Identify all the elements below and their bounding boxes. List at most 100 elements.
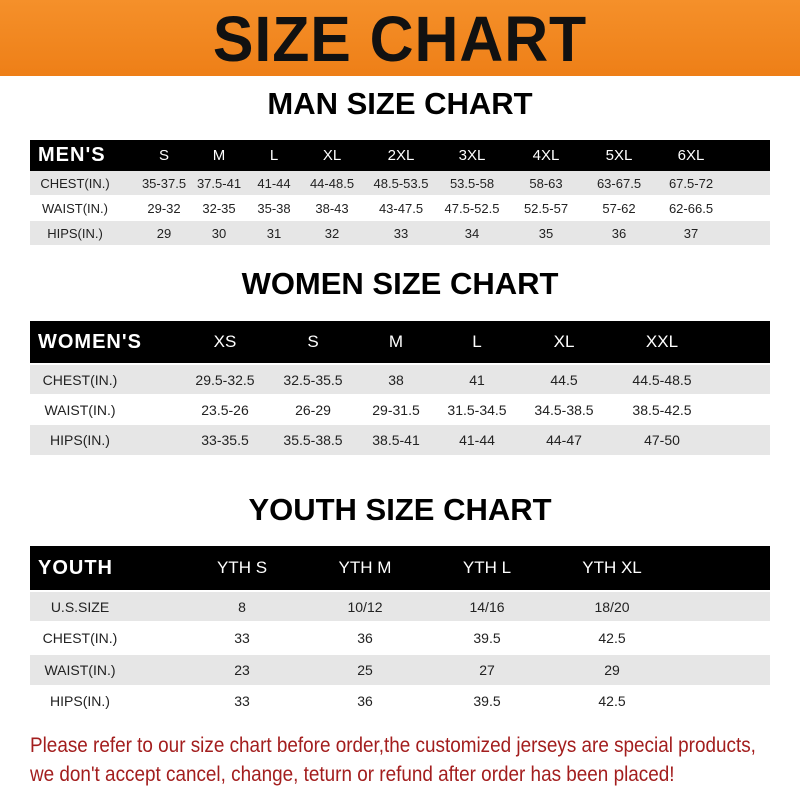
measurement-cell: 29.5-32.5 (195, 371, 255, 388)
men-table-row: CHEST(IN.) 35-37.5 37.5-41 41-44 44-48.5 48.5… (30, 171, 770, 195)
size-header: M (212, 147, 226, 164)
row-label: WAIST(IN.) (42, 200, 108, 216)
measurement-cell: 44.5 (550, 371, 578, 388)
youth-title: YOUTH SIZE CHART (248, 492, 552, 527)
measurement-cell: 35 (538, 225, 554, 241)
measurement-cell: 32-35 (202, 200, 236, 216)
size-header: XXL (645, 332, 679, 351)
measurement-cell: 42.5 (598, 630, 626, 646)
measurement-cell: 41-44 (257, 175, 291, 191)
women-table-row: CHEST(IN.) 29.5-32.5 32.5-35.5 38 41 44.5 44.5… (30, 365, 770, 394)
row-label: HIPS(IN.) (47, 225, 103, 241)
women-table-row: WAIST(IN.) 23.5-26 26-29 29-31.5 31.5-34.5 34… (30, 395, 770, 424)
measurement-cell: 27 (479, 662, 495, 678)
measurement-cell: 37.5-41 (196, 175, 242, 191)
banner: SIZE CHART (0, 0, 800, 76)
measurement-cell: 53.5-58 (449, 175, 495, 191)
measurement-cell: 43-47.5 (378, 200, 424, 216)
measurement-cell: 31.5-34.5 (447, 401, 507, 418)
size-header: S (307, 332, 319, 351)
measurement-cell: 36 (357, 630, 373, 646)
size-header: YTH XL (582, 558, 642, 577)
size-header: L (269, 147, 279, 164)
measurement-cell: 32 (324, 225, 340, 241)
measurement-cell: 32.5-35.5 (283, 371, 343, 388)
youth-header-label: YOUTH (38, 556, 113, 579)
measurement-cell: 48.5-53.5 (373, 175, 429, 191)
men-title: MAN SIZE CHART (267, 86, 533, 121)
size-header: M (388, 332, 404, 351)
measurement-cell: 23 (234, 662, 250, 678)
measurement-cell: 41 (469, 371, 485, 388)
measurement-cell: 36 (357, 693, 373, 709)
size-header: 5XL (605, 147, 633, 164)
women-title: WOMEN SIZE CHART (241, 266, 559, 301)
youth-table-row: U.S.SIZE 8 10/12 14/16 18/20 (30, 592, 770, 621)
men-table-row: WAIST(IN.) 29-32 32-35 35-38 38-43 43-47.5 47.… (30, 196, 770, 220)
measurement-cell: 57-62 (602, 200, 636, 216)
size-header: L (472, 332, 482, 351)
row-label: HIPS(IN.) (50, 693, 110, 709)
measurement-cell: 14/16 (469, 598, 505, 615)
row-label: U.S.SIZE (50, 598, 110, 615)
measurement-cell: 38.5-41 (372, 432, 420, 448)
size-header: 3XL (458, 147, 486, 164)
row-label: CHEST(IN.) (42, 630, 118, 646)
measurement-cell: 10/12 (347, 598, 383, 615)
measurement-cell: 29-32 (147, 200, 181, 216)
measurement-cell: 38-43 (315, 200, 349, 216)
measurement-cell: 29 (604, 662, 620, 678)
measurement-cell: 34 (464, 225, 480, 241)
measurement-cell: 18/20 (594, 598, 630, 615)
measurement-cell: 58-63 (529, 175, 563, 191)
notice-line-1: Please refer to our size chart before or… (30, 734, 756, 757)
measurement-cell: 35.5-38.5 (283, 432, 343, 448)
size-header: XL (322, 147, 342, 164)
measurement-cell: 33 (393, 225, 409, 241)
size-header: YTH L (462, 558, 512, 577)
row-label: CHEST(IN.) (40, 175, 110, 191)
youth-table-row: HIPS(IN.) 33 36 39.5 42.5 (30, 686, 770, 716)
size-header: S (158, 147, 170, 164)
measurement-cell: 33 (234, 630, 250, 646)
size-header: YTH M (338, 558, 392, 577)
measurement-cell: 39.5 (473, 630, 501, 646)
youth-table-row: CHEST(IN.) 33 36 39.5 42.5 (30, 623, 770, 653)
youth-table-row: WAIST(IN.) 23 25 27 29 (30, 655, 770, 685)
measurement-cell: 38.5-42.5 (632, 401, 692, 418)
row-label: WAIST(IN.) (44, 401, 116, 418)
measurement-cell: 52.5-57 (523, 200, 569, 216)
notice-line-2: we don't accept cancel, change, teturn o… (30, 763, 675, 786)
row-label: CHEST(IN.) (42, 371, 118, 388)
measurement-cell: 35-38 (257, 200, 291, 216)
women-table-row: HIPS(IN.) 33-35.5 35.5-38.5 38.5-41 41-44 44-… (30, 425, 770, 455)
women-header-label: WOMEN'S (38, 330, 142, 353)
measurement-cell: 23.5-26 (201, 401, 249, 418)
men-header-label: MEN'S (38, 144, 106, 166)
measurement-cell: 30 (211, 225, 227, 241)
banner-title: SIZE CHART (212, 3, 588, 75)
measurement-cell: 26-29 (295, 401, 331, 418)
size-header: 6XL (677, 147, 705, 164)
size-header: XS (213, 332, 237, 351)
measurement-cell: 35-37.5 (141, 175, 187, 191)
measurement-cell: 33-35.5 (201, 432, 249, 448)
measurement-cell: 29-31.5 (372, 401, 420, 418)
women-header-row: WOMEN'S XS S M L XL XXL (30, 321, 770, 363)
measurement-cell: 41-44 (459, 432, 495, 448)
measurement-cell: 31 (266, 225, 282, 241)
measurement-cell: 44-47 (546, 432, 582, 448)
measurement-cell: 25 (357, 662, 373, 678)
measurement-cell: 39.5 (473, 693, 501, 709)
measurement-cell: 8 (238, 598, 246, 615)
measurement-cell: 47-50 (644, 432, 680, 448)
measurement-cell: 29 (156, 225, 172, 241)
men-header-row: MEN'S S M L XL 2XL 3XL 4XL 5XL 6XL (30, 140, 770, 171)
measurement-cell: 44-48.5 (309, 175, 355, 191)
measurement-cell: 36 (611, 225, 627, 241)
measurement-cell: 38 (388, 371, 404, 388)
size-header: YTH S (216, 558, 268, 577)
size-header: 2XL (387, 147, 415, 164)
size-header: 4XL (532, 147, 560, 164)
row-label: HIPS(IN.) (50, 432, 110, 448)
